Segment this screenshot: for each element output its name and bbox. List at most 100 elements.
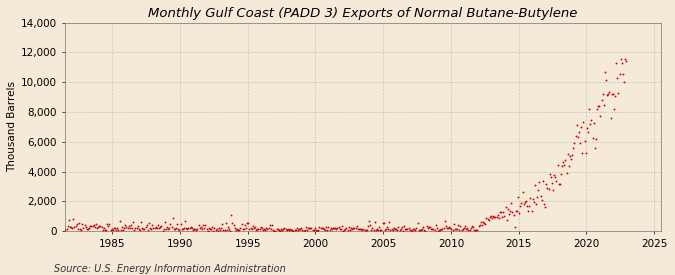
Point [578, 120, 589, 124]
Point [139, 227, 150, 231]
Point [530, 183, 541, 188]
Point [226, 213, 237, 217]
Point [414, 228, 425, 233]
Point [194, 226, 205, 230]
Point [322, 228, 333, 233]
Point [72, 227, 83, 231]
Point [209, 226, 220, 230]
Point [207, 225, 217, 230]
Point [492, 213, 503, 217]
Point [427, 227, 437, 231]
Point [337, 224, 348, 229]
Point [191, 228, 202, 232]
Point [78, 226, 89, 230]
Point [146, 227, 157, 231]
Point [240, 223, 250, 227]
Point [292, 227, 303, 232]
Point [267, 222, 277, 227]
Point [406, 228, 416, 233]
Point [480, 222, 491, 226]
Point [461, 227, 472, 231]
Point [359, 227, 370, 232]
Point [542, 186, 553, 190]
Point [512, 195, 523, 199]
Point [254, 227, 265, 231]
Point [533, 188, 544, 192]
Point [544, 172, 555, 176]
Point [192, 227, 203, 231]
Point [132, 224, 143, 228]
Point [400, 227, 410, 232]
Point [153, 223, 163, 228]
Point [464, 227, 475, 232]
Point [223, 225, 234, 229]
Point [485, 214, 496, 218]
Point [168, 226, 179, 231]
Point [581, 126, 592, 130]
Point [498, 209, 509, 214]
Point [263, 226, 274, 231]
Point [497, 215, 508, 219]
Point [618, 72, 628, 76]
Point [458, 227, 468, 231]
Point [399, 224, 410, 229]
Point [248, 226, 259, 230]
Point [221, 227, 232, 232]
Point [435, 228, 446, 232]
Point [165, 221, 176, 226]
Point [308, 228, 319, 232]
Point [300, 224, 311, 229]
Point [230, 226, 240, 230]
Point [537, 179, 548, 183]
Point [468, 228, 479, 232]
Point [198, 223, 209, 227]
Point [255, 225, 266, 229]
Point [89, 225, 100, 229]
Point [535, 194, 546, 198]
Point [576, 124, 587, 129]
Point [149, 226, 160, 230]
Point [340, 227, 351, 231]
Point [550, 174, 561, 179]
Point [196, 225, 207, 229]
Point [53, 225, 64, 230]
Point [238, 227, 249, 231]
Point [86, 224, 97, 229]
Point [278, 226, 289, 231]
Point [312, 229, 323, 233]
Point [55, 227, 66, 231]
Point [509, 225, 520, 229]
Point [156, 224, 167, 228]
Point [134, 227, 144, 231]
Point [225, 229, 236, 233]
Point [490, 215, 501, 219]
Point [350, 226, 361, 230]
Point [193, 223, 204, 227]
Point [281, 228, 292, 232]
Point [574, 130, 585, 134]
Point [126, 223, 136, 227]
Point [583, 130, 593, 134]
Point [398, 229, 408, 233]
Point [179, 226, 190, 230]
Point [333, 225, 344, 230]
Point [489, 215, 500, 219]
Y-axis label: Thousand Barrels: Thousand Barrels [7, 81, 17, 172]
Point [475, 219, 486, 224]
Point [599, 103, 610, 107]
Point [610, 94, 620, 98]
Point [260, 228, 271, 232]
Point [136, 220, 146, 224]
Point [59, 227, 70, 231]
Point [248, 224, 259, 229]
Point [518, 202, 529, 206]
Point [151, 224, 161, 229]
Point [164, 226, 175, 230]
Point [314, 225, 325, 229]
Point [178, 227, 188, 232]
Point [577, 150, 588, 155]
Point [450, 227, 461, 231]
Point [96, 225, 107, 229]
Point [296, 226, 306, 230]
Point [277, 228, 288, 232]
